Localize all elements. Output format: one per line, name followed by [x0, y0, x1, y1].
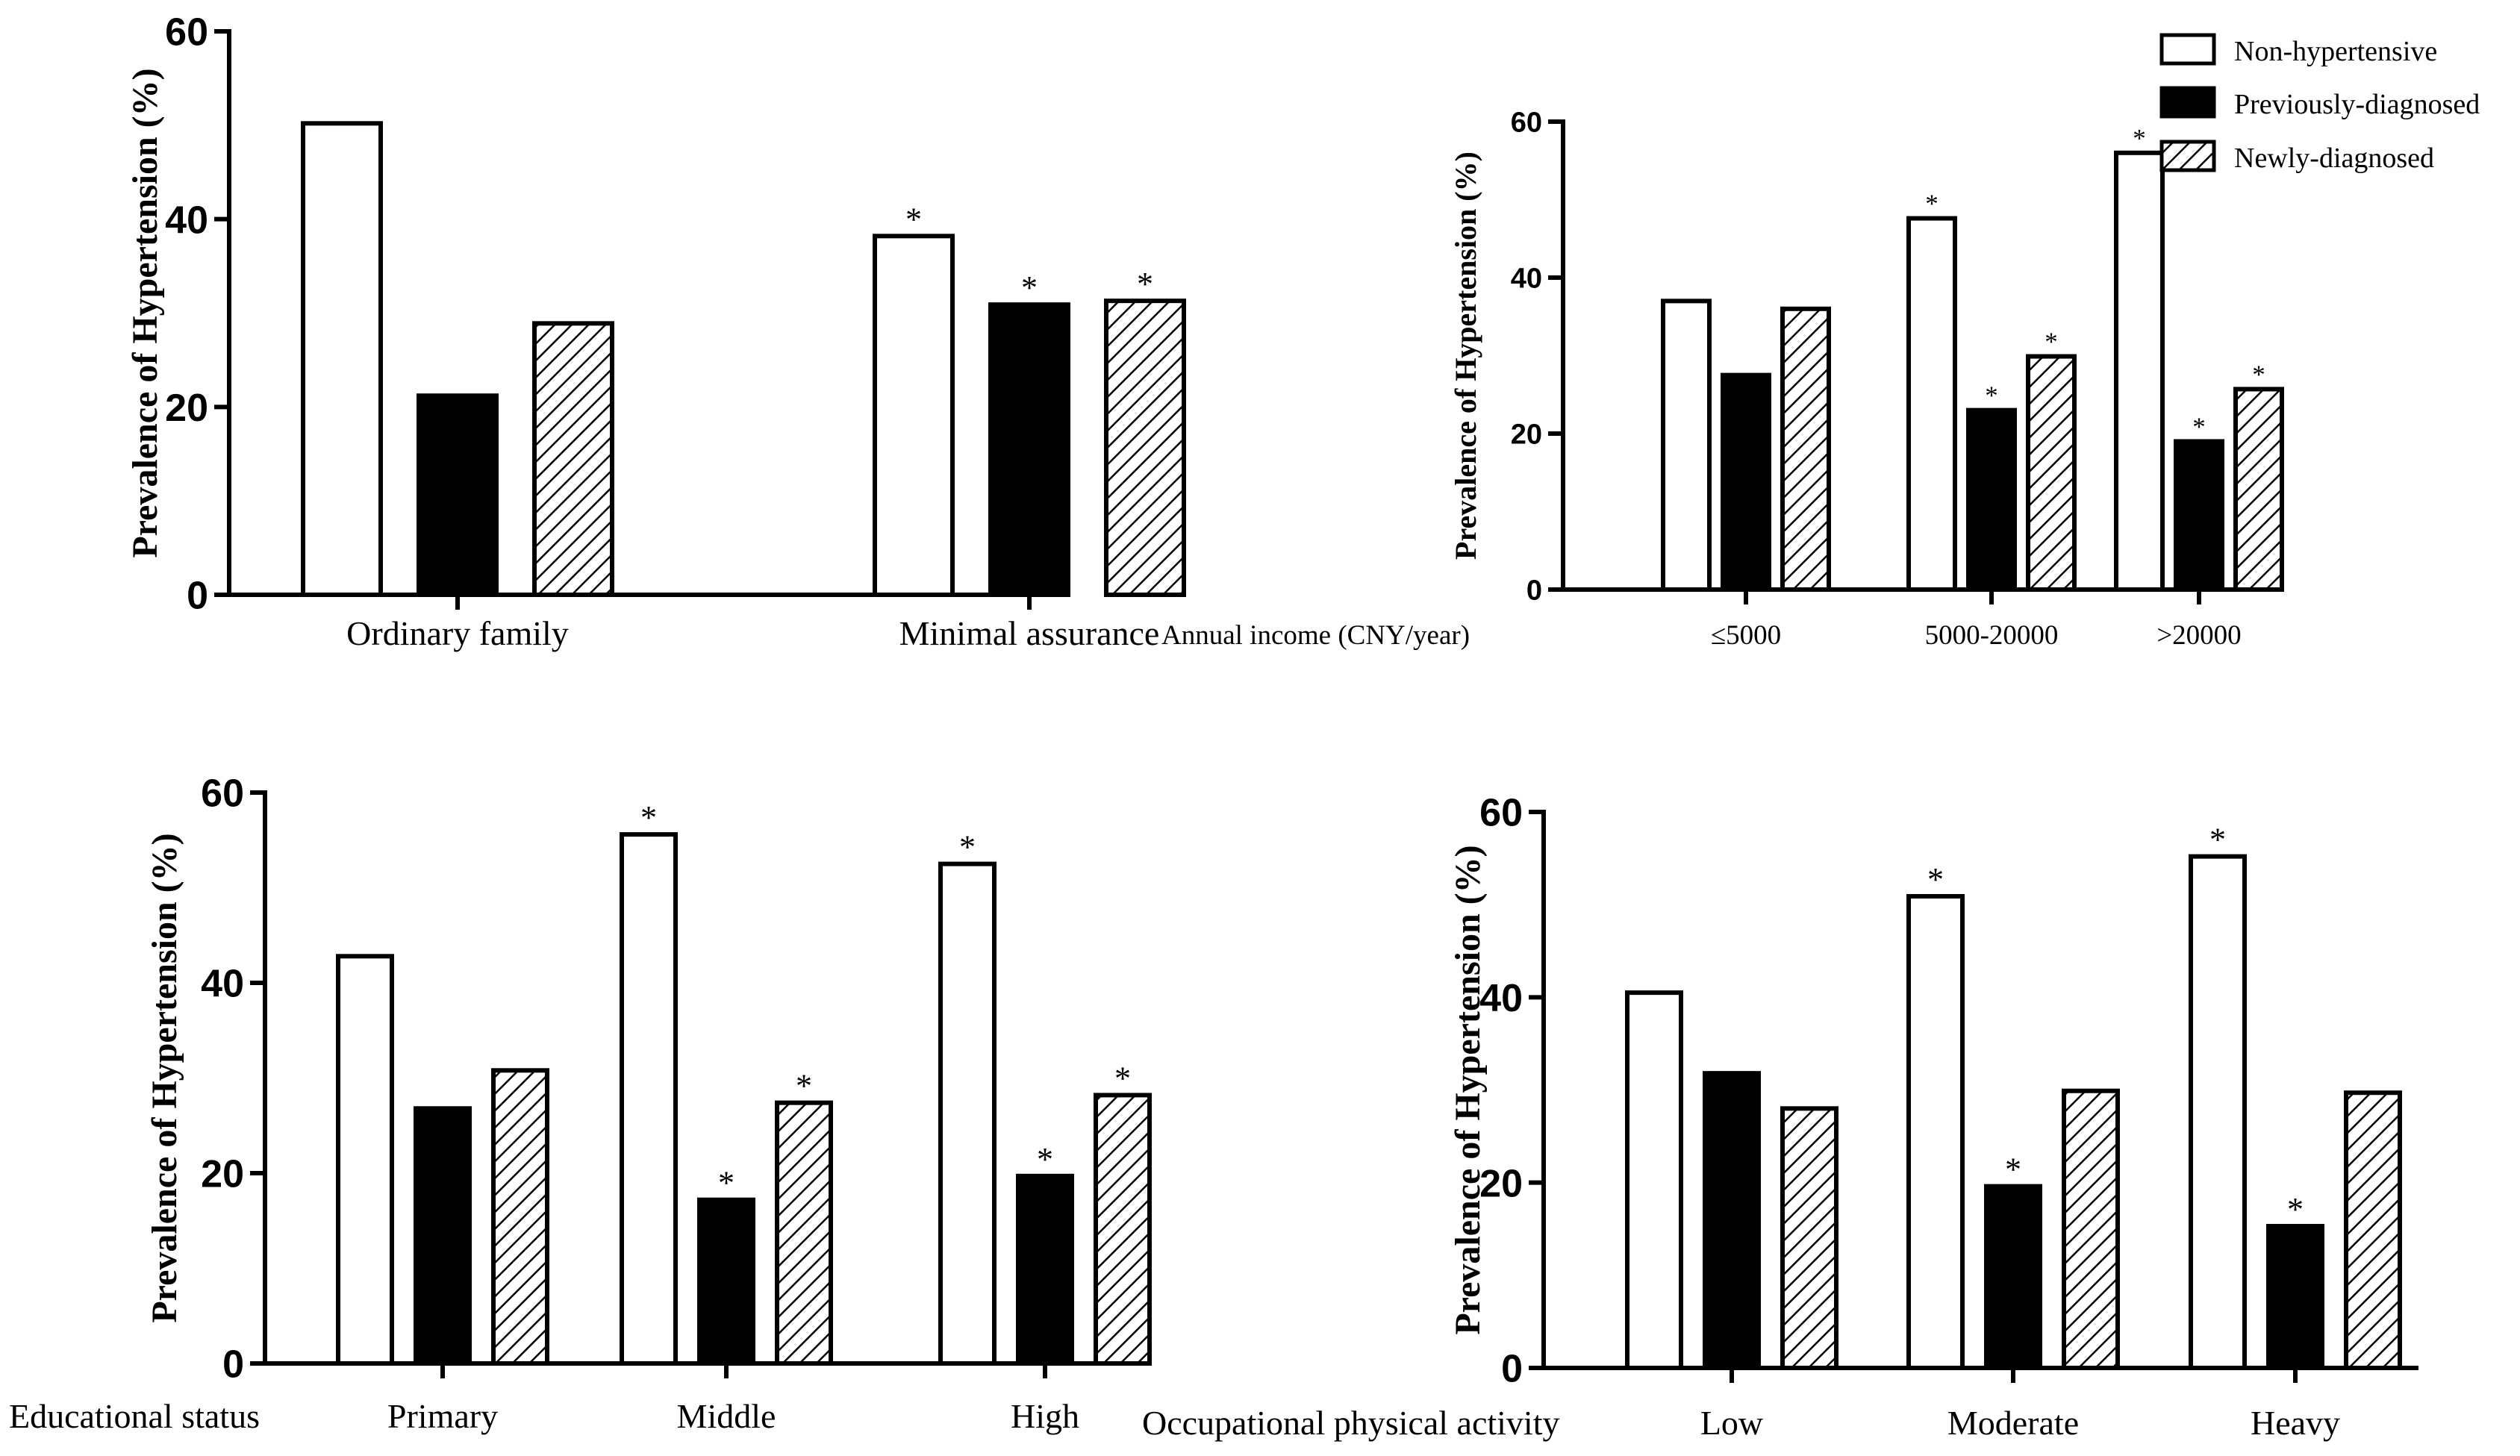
x-tick-label-middle: Middle	[677, 1397, 776, 1435]
y-axis-title: Prevalence of Hypertension (%)	[125, 68, 165, 557]
significance-marker: *	[1927, 861, 1944, 898]
bar-non-hypertensive-20000	[2114, 150, 2165, 593]
legend-label-newly-diagnosed: Newly-diagnosed	[2234, 143, 2434, 174]
x-tick-label-ordinary-family: Ordinary family	[346, 614, 569, 652]
significance-marker: *	[1985, 381, 1998, 410]
y-tick-label: 40	[165, 199, 208, 242]
bar-non-hypertensive-5000	[1661, 299, 1712, 592]
bar-newly-diagnosed-ordinary-family	[532, 321, 614, 597]
x-axis-title: Occupational physical activity	[1142, 1404, 1559, 1442]
bar-non-hypertensive-low	[1625, 990, 1683, 1370]
significance-marker: *	[1021, 269, 1038, 306]
x-tick-label-primary: Primary	[387, 1397, 498, 1435]
significance-marker: *	[905, 201, 922, 237]
x-tick-label-heavy: Heavy	[2251, 1404, 2340, 1442]
significance-marker: *	[2045, 328, 2058, 357]
legend-label-previously-diagnosed: Previously-diagnosed	[2234, 89, 2480, 120]
bar-newly-diagnosed-low	[1780, 1106, 1838, 1371]
x-axis-title: Educational status	[9, 1397, 260, 1435]
bar-newly-diagnosed-primary	[491, 1068, 549, 1366]
x-tick-label-high: High	[1011, 1397, 1079, 1435]
bar-newly-diagnosed-middle	[775, 1100, 833, 1366]
y-tick-label: 0	[222, 1343, 244, 1387]
y-tick-label: 0	[187, 575, 208, 618]
significance-marker: *	[2005, 1152, 2021, 1188]
bar-newly-diagnosed-5000-20000	[2026, 354, 2077, 592]
legend: Non-hypertensive Previously-diagnosed Ne…	[2159, 33, 2480, 174]
bar-previously-diagnosed-ordinary-family	[417, 393, 499, 597]
bar-non-hypertensive-5000-20000	[1906, 216, 1957, 592]
legend-swatch-non-hypertensive	[2159, 33, 2216, 66]
y-tick-label: 20	[165, 387, 208, 430]
bar-non-hypertensive-primary	[336, 954, 394, 1366]
bar-non-hypertensive-ordinary-family	[301, 121, 383, 598]
significance-marker: *	[1925, 190, 1939, 219]
significance-marker: *	[2209, 822, 2226, 858]
y-tick-label: 20	[1479, 1162, 1523, 1205]
bar-non-hypertensive-moderate	[1906, 893, 1965, 1371]
bar-previously-diagnosed-moderate	[1984, 1184, 2042, 1370]
legend-swatch-newly-diagnosed	[2159, 140, 2216, 172]
bar-previously-diagnosed-minimal-assurance	[988, 302, 1070, 597]
y-axis-title: Prevalence of Hypertension (%)	[1448, 845, 1488, 1334]
x-tick-label-low: Low	[1700, 1404, 1764, 1442]
bar-newly-diagnosed-minimal-assurance	[1104, 299, 1186, 597]
y-tick-label: 40	[1511, 263, 1542, 295]
bar-previously-diagnosed-5000-20000	[1966, 407, 2017, 593]
bar-previously-diagnosed-middle	[697, 1197, 755, 1366]
significance-marker: *	[2252, 360, 2265, 389]
bar-newly-diagnosed-heavy	[2344, 1090, 2402, 1370]
y-tick-label: 0	[1501, 1348, 1523, 1391]
significance-marker: *	[640, 799, 657, 836]
x-tick-label-5000: ≤5000	[1711, 620, 1781, 651]
chart-panel-1: * * * 0 20 40 60 Ordinary family Minimal assuran…	[125, 11, 1186, 652]
y-axis-title: Prevalence of Hypertension (%)	[1449, 151, 1482, 560]
significance-marker: *	[1037, 1141, 1053, 1178]
bar-newly-diagnosed-20000	[2233, 387, 2284, 592]
bar-previously-diagnosed-low	[1703, 1071, 1761, 1371]
bar-previously-diagnosed-20000	[2174, 439, 2224, 593]
y-tick-label: 60	[1511, 107, 1542, 139]
bar-non-hypertensive-middle	[620, 832, 678, 1366]
y-tick-label: 60	[1479, 792, 1523, 835]
y-tick-label: 40	[1479, 977, 1523, 1020]
x-tick-label-20000: >20000	[2156, 620, 2241, 651]
significance-marker: *	[718, 1165, 735, 1202]
significance-marker: *	[1114, 1060, 1131, 1096]
y-tick-label: 60	[165, 11, 208, 54]
y-tick-label: 60	[201, 772, 244, 816]
bar-non-hypertensive-high	[938, 861, 997, 1366]
legend-label-non-hypertensive: Non-hypertensive	[2234, 36, 2437, 67]
significance-marker: *	[2287, 1191, 2304, 1228]
chart-panel-3: * * * * * * 0 20 40 60 Primary Middle High Prevalence…	[9, 772, 1152, 1435]
x-axis-title: Annual income (CNY/year)	[1161, 620, 1470, 651]
bar-non-hypertensive-minimal-assurance	[873, 234, 955, 597]
significance-marker: *	[796, 1068, 812, 1105]
bar-newly-diagnosed-moderate	[2062, 1088, 2120, 1371]
bar-newly-diagnosed-high	[1094, 1093, 1152, 1366]
significance-marker: *	[959, 829, 976, 866]
bar-previously-diagnosed-primary	[414, 1106, 472, 1366]
bar-previously-diagnosed-5000	[1721, 372, 1771, 592]
x-tick-label-5000-20000: 5000-20000	[1925, 620, 2059, 651]
significance-marker: *	[2192, 412, 2206, 441]
y-tick-label: 20	[1511, 419, 1542, 451]
bar-non-hypertensive-heavy	[2189, 854, 2247, 1370]
y-tick-label: 0	[1526, 575, 1542, 607]
legend-swatch-previously-diagnosed	[2159, 86, 2216, 119]
bar-newly-diagnosed-5000	[1780, 306, 1831, 592]
significance-marker: *	[2133, 124, 2146, 153]
significance-marker: *	[1137, 266, 1153, 302]
x-tick-label-minimal-assurance: Minimal assurance	[899, 614, 1160, 652]
y-axis-title: Prevalence of Hypertension (%)	[145, 833, 184, 1322]
bar-previously-diagnosed-high	[1016, 1173, 1074, 1366]
chart-panel-4: * * * * 0 20 40 60 Low Moderate Heavy Prevalence of…	[1142, 792, 2418, 1442]
chart-panel-2: * * * * * * 0 20 40 60 ≤5000 5000-20000 >20000 Preval…	[1161, 107, 2284, 651]
bar-previously-diagnosed-heavy	[2266, 1224, 2324, 1371]
y-tick-label: 20	[201, 1153, 244, 1196]
x-tick-label-moderate: Moderate	[1947, 1404, 2079, 1442]
y-tick-label: 40	[201, 963, 244, 1006]
